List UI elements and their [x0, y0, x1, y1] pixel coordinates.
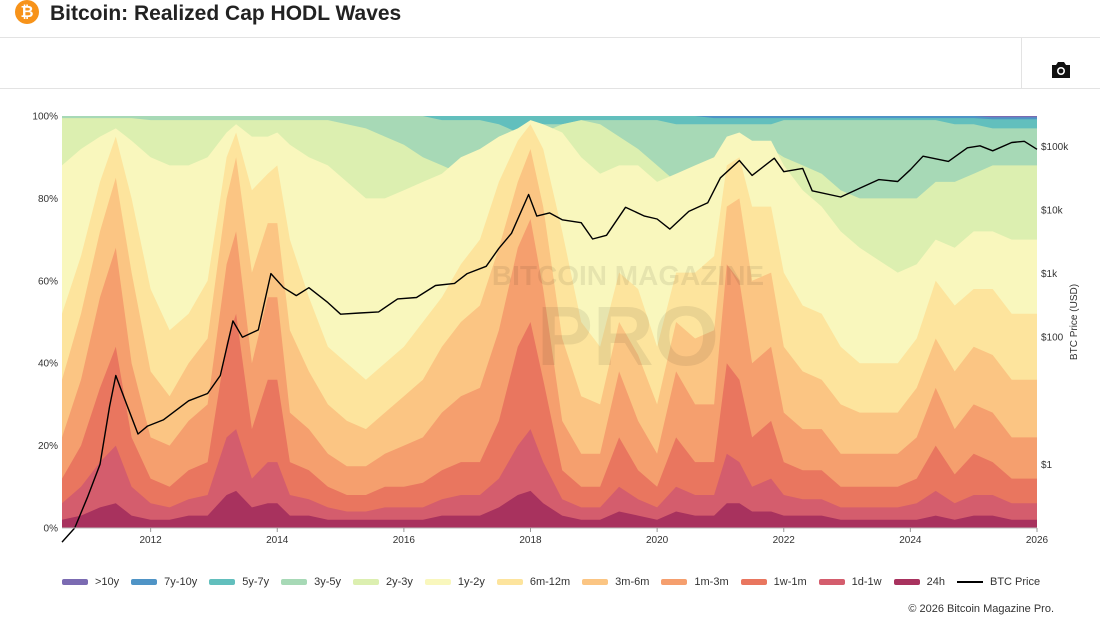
y-tick-label: 80%	[38, 194, 58, 205]
legend-label: 5y-7y	[242, 576, 270, 588]
btc-price-line	[61, 140, 1038, 543]
legend-swatch	[424, 579, 451, 585]
header: ₿ Bitcoin: Realized Cap HODL Waves	[0, 0, 1100, 34]
legend-label: 1d-1w	[851, 576, 882, 588]
legend-item-1m-3m[interactable]: 1m-3m	[661, 576, 729, 588]
legend-item-5y-7y[interactable]: 5y-7y	[209, 576, 269, 588]
x-tick-label: 2018	[519, 535, 542, 546]
y-tick-label: 20%	[38, 441, 58, 452]
legend-swatch	[893, 579, 920, 585]
watermark: BITCOIN MAGAZINE PRO	[492, 260, 764, 383]
legend-item-3y-5y[interactable]: 3y-5y	[281, 576, 341, 588]
x-tick-label: 2022	[773, 535, 796, 546]
y2-tick-label: $100	[1041, 333, 1064, 344]
y2-tick-label: $100k	[1041, 142, 1069, 153]
copyright: © 2026 Bitcoin Magazine Pro.	[908, 603, 1054, 615]
legend-label: 1w-1m	[773, 576, 807, 588]
legend-swatch	[62, 579, 88, 585]
legend-item-1y-2y[interactable]: 1y-2y	[424, 576, 485, 588]
x-tick-label: 2020	[646, 535, 669, 546]
y2-tick-label: $1	[1041, 460, 1053, 471]
page-title: Bitcoin: Realized Cap HODL Waves	[50, 2, 402, 25]
band-1m-3m	[62, 219, 1037, 528]
legend-swatch	[740, 579, 767, 585]
legend-label: 1y-2y	[457, 576, 485, 588]
bitcoin-logo-icon: ₿	[15, 0, 39, 24]
hodl-waves-chart: BITCOIN MAGAZINE PRO 0% 20% 40% 60% 80% 100% 2…	[32, 112, 1080, 547]
legend-swatch	[661, 579, 688, 585]
legend-item-24h[interactable]: 24h	[893, 576, 945, 588]
y2-tick-label: $1k	[1041, 269, 1058, 280]
legend-line-swatch	[956, 581, 983, 583]
legend-label: 2y-3y	[386, 576, 413, 588]
legend-item-7y-10y[interactable]: 7y-10y	[131, 576, 197, 588]
y-tick-label: 40%	[38, 359, 58, 370]
legend: >10y 7y-10y 5y-7y 3y-5y 2y-3y 1y-2y 6m-12m 3m-6…	[62, 575, 1052, 589]
price-layer	[61, 140, 1038, 543]
watermark-line1: BITCOIN MAGAZINE	[492, 260, 764, 291]
legend-item-btc-price[interactable]: BTC Price	[956, 576, 1041, 588]
legend-label: 24h	[926, 576, 945, 588]
y-tick-label: 60%	[38, 276, 58, 287]
x-tick-label: 2012	[140, 535, 163, 546]
chart-toolbar	[0, 37, 1100, 89]
legend-item-1d-1w[interactable]: 1d-1w	[818, 576, 882, 588]
legend-label: 7y-10y	[164, 576, 198, 588]
legend-label: 3m-6m	[615, 576, 650, 588]
band-1w-1m	[62, 313, 1037, 528]
legend-label: 1m-3m	[694, 576, 729, 588]
x-tick-label: 2014	[266, 535, 289, 546]
toolbar-divider	[1021, 38, 1022, 88]
legend-item-6m-12m[interactable]: 6m-12m	[496, 576, 571, 588]
y-tick-label: 100%	[32, 112, 58, 123]
axis-layer: 0% 20% 40% 60% 80% 100% 2012 2014 2016 2018 2020 20…	[32, 112, 1080, 547]
legend-label: BTC Price	[989, 576, 1041, 588]
y-tick-label: 0%	[44, 524, 59, 535]
y2-tick-label: $10k	[1041, 205, 1064, 216]
legend-item-3m-6m[interactable]: 3m-6m	[582, 576, 649, 588]
legend-label: >10y	[95, 576, 120, 588]
legend-swatch	[281, 579, 308, 585]
legend-swatch	[496, 579, 523, 585]
x-tick-label: 2026	[1026, 535, 1049, 546]
watermark-line2: PRO	[537, 289, 719, 383]
y2-axis-label: BTC Price (USD)	[1069, 284, 1080, 360]
legend-swatch	[818, 579, 845, 585]
legend-item-1w-1m[interactable]: 1w-1m	[740, 576, 807, 588]
band-1d-1w	[62, 429, 1037, 528]
legend-swatch	[209, 579, 236, 585]
legend-label: 3y-5y	[314, 576, 342, 588]
legend-item-10y[interactable]: >10y	[62, 576, 119, 588]
x-tick-label: 2016	[393, 535, 416, 546]
legend-swatch	[353, 579, 380, 585]
x-tick-label: 2024	[899, 535, 922, 546]
legend-swatch	[131, 579, 158, 585]
legend-swatch	[582, 579, 609, 585]
legend-label: 6m-12m	[529, 576, 571, 588]
camera-icon[interactable]	[1049, 59, 1073, 81]
bands-layer	[62, 116, 1037, 528]
legend-item-2y-3y[interactable]: 2y-3y	[353, 576, 413, 588]
band-24h	[62, 490, 1037, 528]
